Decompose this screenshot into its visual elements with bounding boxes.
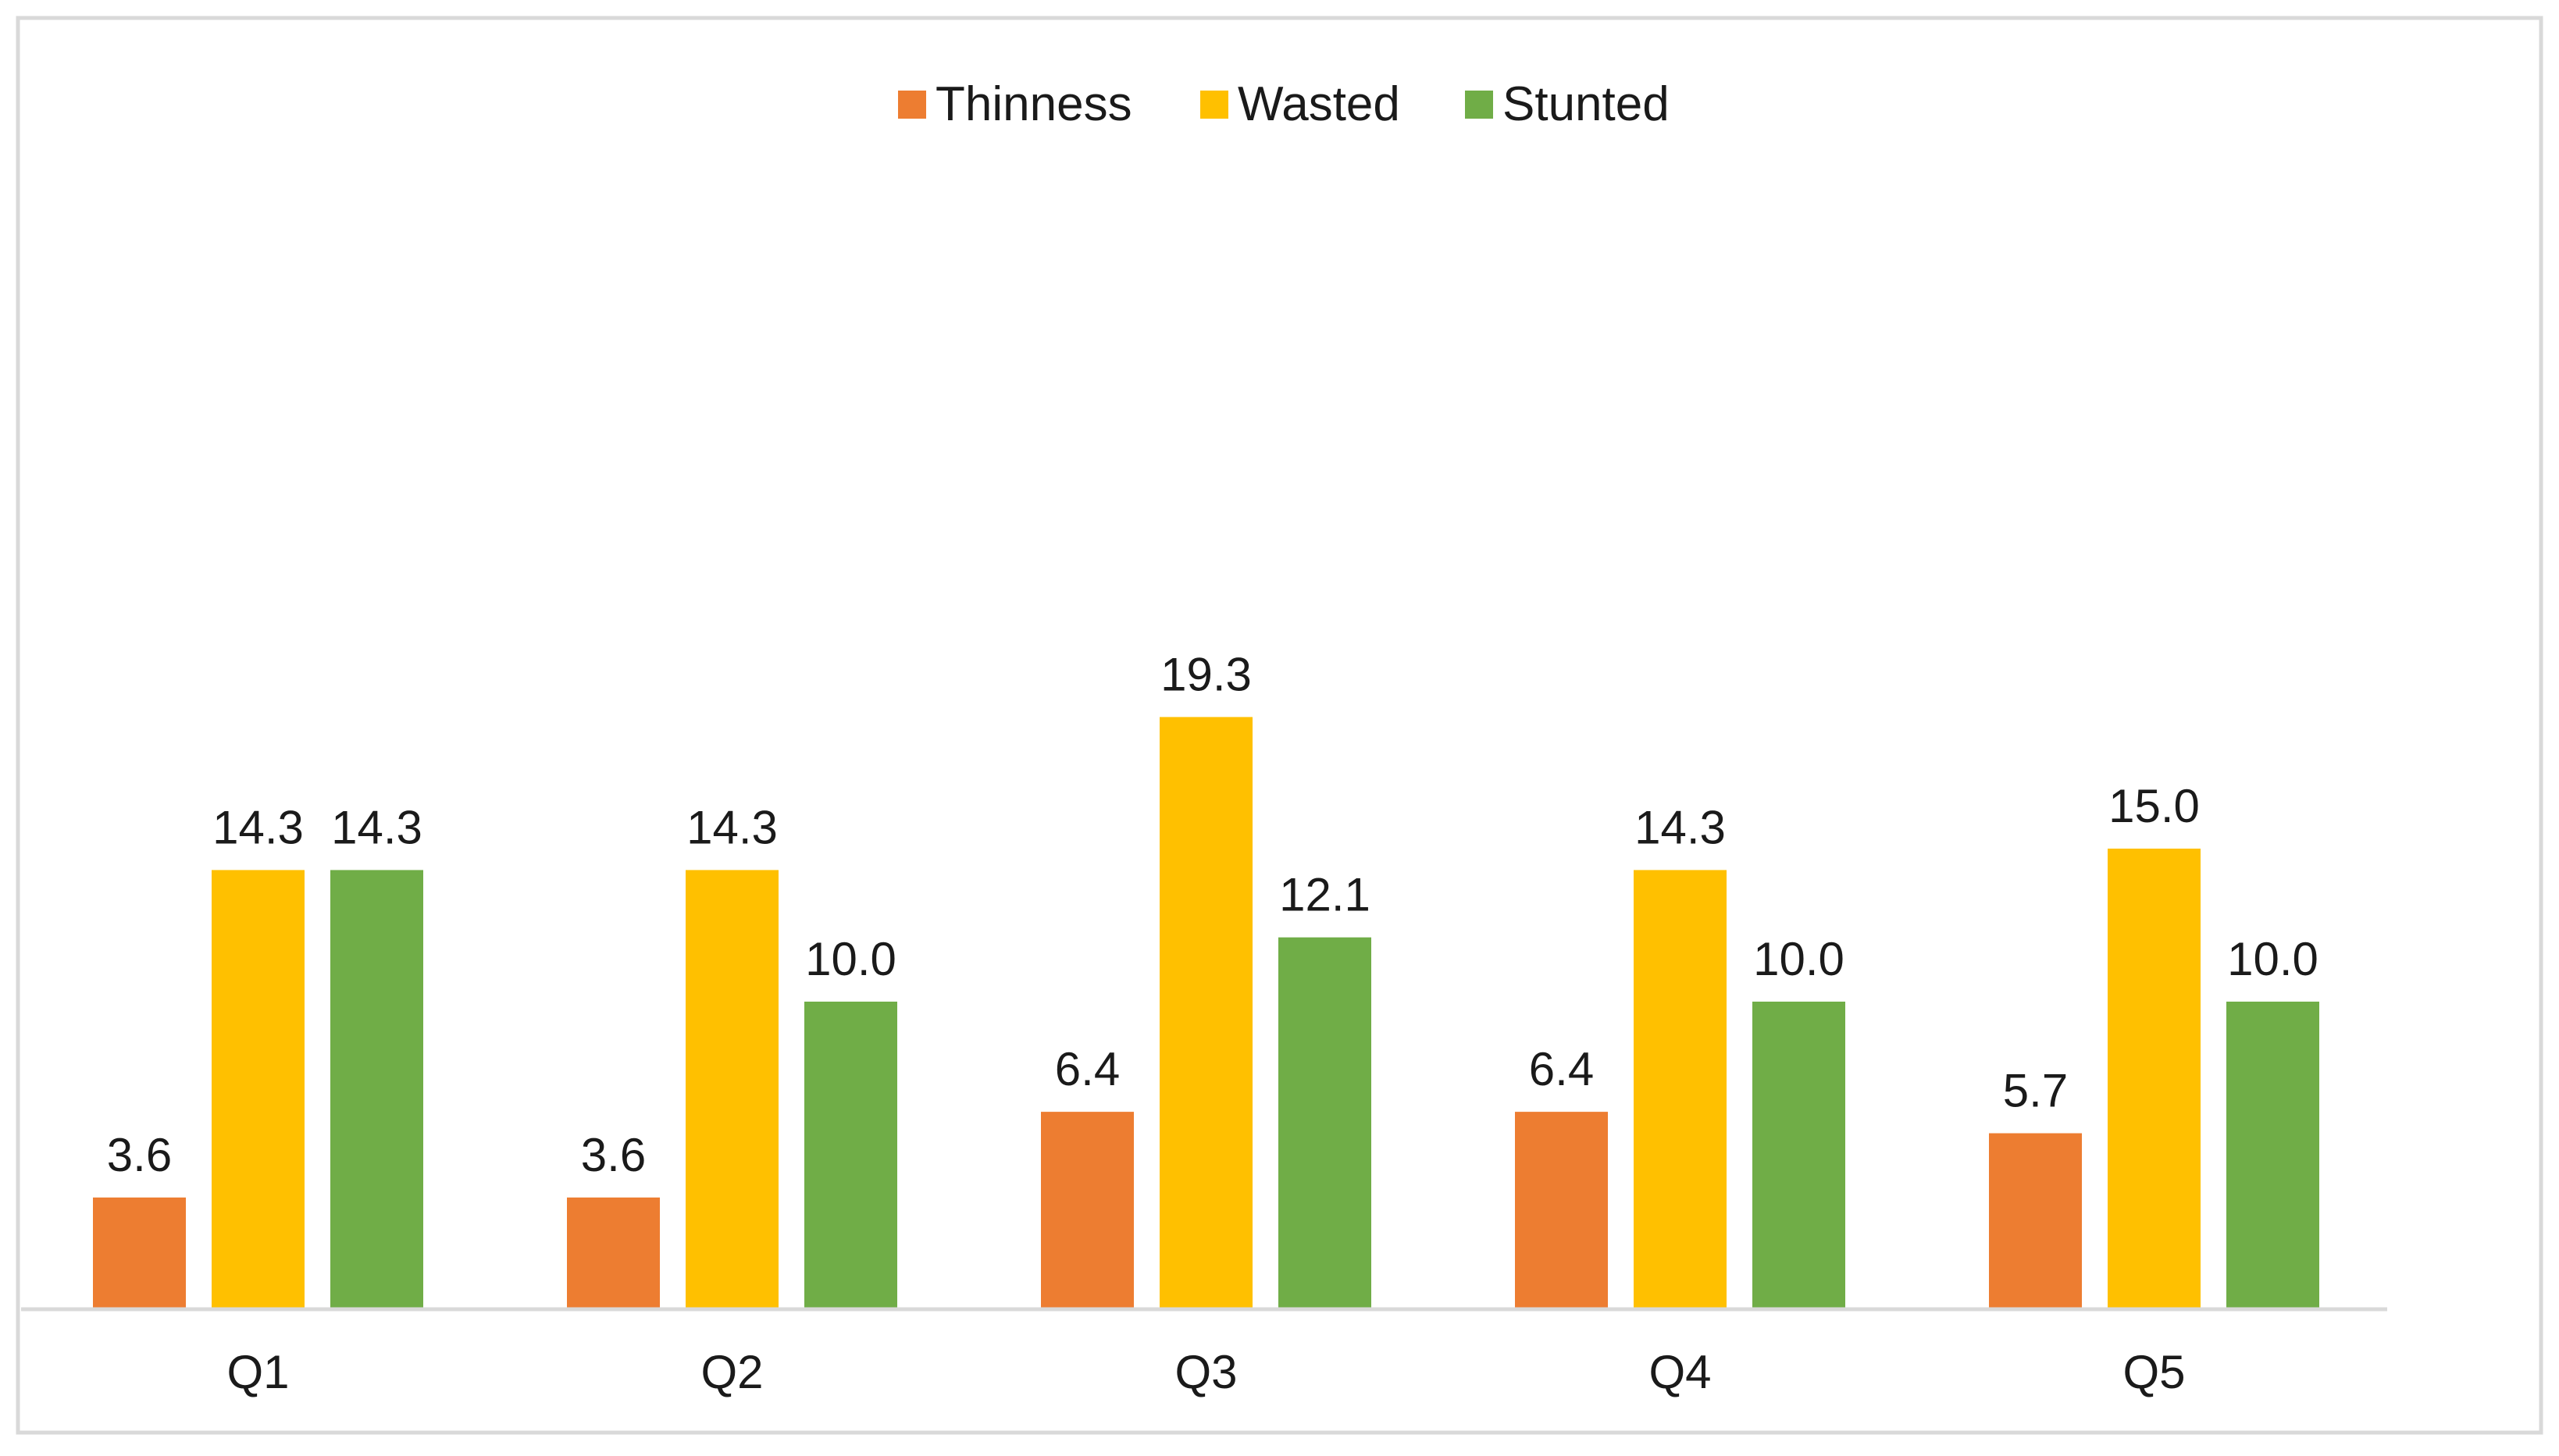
legend-label-thinness: Thinness [936,77,1132,131]
bar-thinness-q5 [1989,1133,2082,1308]
bar-thinness-q2 [567,1197,660,1308]
bar-stunted-q1 [330,870,423,1308]
data-label-thinness-q1: 3.6 [107,1129,172,1181]
bar-thinness-q1 [93,1197,186,1308]
bar-wasted-q5 [2108,849,2201,1308]
bar-thinness-q4 [1515,1112,1608,1308]
data-label-stunted-q5: 10.0 [2227,933,2318,985]
bar-wasted-q3 [1160,717,1253,1308]
bar-stunted-q2 [804,1002,897,1308]
legend-swatch-thinness [898,91,926,119]
bar-wasted-q4 [1634,870,1727,1308]
data-label-stunted-q2: 10.0 [805,933,896,985]
bar-stunted-q4 [1752,1002,1845,1308]
bar-wasted-q2 [686,870,779,1308]
legend-label-wasted: Wasted [1238,77,1400,131]
x-axis-tick-labels: Q1 Q2 Q3 Q4 Q5 [226,1346,2185,1398]
data-label-wasted-q2: 14.3 [686,801,778,853]
x-tick-label-q1: Q1 [226,1346,289,1398]
bar-series [93,717,2319,1308]
legend-swatch-stunted [1465,91,1493,119]
data-label-thinness-q5: 5.7 [2003,1065,2068,1117]
data-label-thinness-q2: 3.6 [581,1129,646,1181]
legend-label-stunted: Stunted [1502,77,1670,131]
bar-stunted-q5 [2226,1002,2319,1308]
data-label-stunted-q4: 10.0 [1753,933,1844,985]
data-label-thinness-q3: 6.4 [1055,1043,1120,1095]
data-label-thinness-q4: 6.4 [1529,1043,1594,1095]
bar-wasted-q1 [212,870,305,1308]
data-label-wasted-q5: 15.0 [2108,780,2200,832]
x-tick-label-q4: Q4 [1648,1346,1711,1398]
bar-thinness-q3 [1041,1112,1134,1308]
x-tick-label-q2: Q2 [700,1346,763,1398]
legend-swatch-wasted [1200,91,1228,119]
legend: Thinness Wasted Stunted [898,77,1670,131]
data-label-stunted-q1: 14.3 [331,801,422,853]
data-label-wasted-q1: 14.3 [212,801,304,853]
data-label-wasted-q4: 14.3 [1634,801,1726,853]
data-labels: 3.6 14.3 14.3 3.6 14.3 10.0 6.4 19.3 12.1 6.4 14.3… [107,648,2318,1180]
data-label-wasted-q3: 19.3 [1160,648,1252,700]
data-label-stunted-q3: 12.1 [1279,869,1370,921]
x-tick-label-q5: Q5 [2122,1346,2185,1398]
bar-stunted-q3 [1278,937,1371,1308]
x-tick-label-q3: Q3 [1174,1346,1237,1398]
